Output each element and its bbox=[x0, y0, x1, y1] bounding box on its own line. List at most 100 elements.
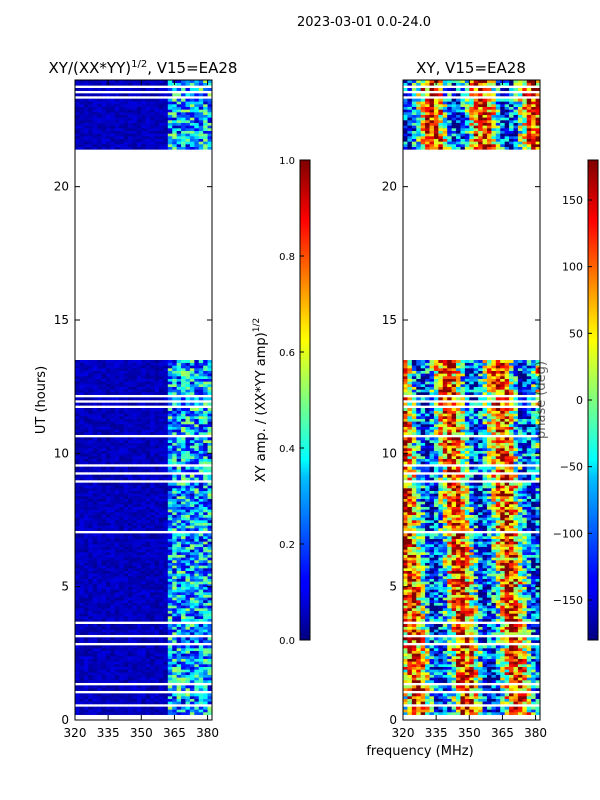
amplitude-cell bbox=[119, 384, 125, 387]
amplitude-cell bbox=[88, 658, 94, 662]
amplitude-x-tick-label: 365 bbox=[163, 726, 186, 740]
amplitude-cell bbox=[141, 709, 147, 713]
amplitude-cell bbox=[83, 680, 89, 683]
amplitude-cell bbox=[150, 144, 155, 147]
amplitude-cell bbox=[132, 368, 138, 371]
amplitude-cell bbox=[145, 581, 151, 585]
amplitude-cell bbox=[207, 413, 212, 417]
amplitude-cell bbox=[150, 525, 155, 529]
amplitude-cell bbox=[172, 528, 178, 531]
amplitude-cell bbox=[110, 448, 116, 451]
amplitude-cell bbox=[132, 504, 138, 507]
phase-cell bbox=[517, 680, 523, 683]
amplitude-cell bbox=[150, 536, 155, 539]
amplitude-cell bbox=[75, 133, 80, 137]
amplitude-cell bbox=[207, 613, 212, 617]
amplitude-cell bbox=[189, 93, 195, 97]
amplitude-cell bbox=[88, 493, 94, 497]
amplitude-cell bbox=[141, 706, 147, 710]
amplitude-cell bbox=[203, 88, 208, 91]
amplitude-cell bbox=[79, 381, 85, 385]
amplitude-cell bbox=[176, 485, 182, 489]
amplitude-cell bbox=[83, 610, 89, 614]
amplitude-cell bbox=[176, 424, 182, 427]
amplitude-cell bbox=[83, 125, 89, 129]
amplitude-cell bbox=[207, 461, 212, 465]
amplitude-cell bbox=[172, 517, 178, 521]
amplitude-cell bbox=[128, 442, 133, 446]
amplitude-cell bbox=[189, 624, 195, 627]
amplitude-cell bbox=[172, 552, 178, 555]
amplitude-cell bbox=[158, 645, 164, 649]
amplitude-cell bbox=[128, 570, 133, 574]
amplitude-cell bbox=[189, 698, 195, 702]
amplitude-cell bbox=[150, 586, 155, 590]
phase-cell bbox=[403, 666, 408, 670]
amplitude-cell bbox=[105, 133, 111, 137]
amplitude-cell bbox=[163, 82, 169, 86]
amplitude-cell bbox=[158, 653, 164, 657]
amplitude-cell bbox=[79, 632, 85, 635]
amplitude-cell bbox=[150, 581, 155, 585]
amplitude-cell bbox=[207, 442, 212, 446]
amplitude-cell bbox=[97, 376, 102, 379]
phase-cell bbox=[416, 664, 422, 667]
amplitude-cell bbox=[203, 594, 208, 598]
amplitude-cell bbox=[207, 109, 212, 113]
amplitude-cell bbox=[123, 616, 129, 619]
amplitude-cell bbox=[88, 512, 94, 515]
amplitude-cell bbox=[176, 581, 182, 585]
amplitude-cell bbox=[132, 466, 138, 470]
amplitude-cell bbox=[154, 109, 160, 113]
amplitude-cell bbox=[181, 496, 186, 499]
amplitude-cell bbox=[167, 701, 173, 705]
amplitude-cell bbox=[119, 458, 125, 462]
amplitude-cell bbox=[167, 517, 173, 521]
amplitude-cell bbox=[172, 557, 178, 561]
amplitude-cell bbox=[79, 485, 85, 489]
amplitude-cell bbox=[198, 368, 204, 371]
amplitude-cell bbox=[189, 541, 195, 545]
amplitude-cell bbox=[88, 592, 94, 595]
amplitude-cell bbox=[194, 549, 200, 553]
amplitude-cell bbox=[75, 450, 80, 454]
amplitude-cell bbox=[101, 509, 107, 513]
amplitude-cell bbox=[101, 426, 107, 430]
phase-cell bbox=[535, 698, 540, 702]
amplitude-cell bbox=[198, 392, 204, 395]
amplitude-cell bbox=[167, 536, 173, 539]
amplitude-cell bbox=[83, 370, 89, 374]
amplitude-cell bbox=[92, 360, 98, 363]
amplitude-cell bbox=[105, 594, 111, 598]
phase-cell bbox=[513, 693, 519, 697]
amplitude-cell bbox=[97, 546, 102, 550]
amplitude-cell bbox=[114, 626, 120, 630]
amplitude-cell bbox=[189, 376, 195, 379]
amplitude-cell bbox=[158, 658, 164, 662]
amplitude-cell bbox=[154, 544, 160, 547]
amplitude-cell bbox=[101, 613, 107, 617]
amplitude-cell bbox=[145, 712, 151, 715]
amplitude-cell bbox=[198, 448, 204, 451]
amplitude-cell bbox=[207, 466, 212, 470]
amplitude-cell bbox=[167, 429, 173, 433]
amplitude-cell bbox=[110, 629, 116, 633]
amplitude-cell bbox=[145, 696, 151, 699]
amplitude-cell bbox=[132, 122, 138, 126]
amplitude-cell bbox=[79, 624, 85, 627]
amplitude-cell bbox=[136, 498, 142, 502]
amplitude-cell bbox=[150, 506, 155, 510]
amplitude-cell bbox=[163, 440, 169, 443]
amplitude-cell bbox=[132, 658, 138, 662]
amplitude-cell bbox=[128, 586, 133, 590]
amplitude-cell bbox=[141, 538, 147, 542]
amplitude-cell bbox=[92, 456, 98, 459]
phase-cell bbox=[478, 698, 483, 702]
phase-cell bbox=[447, 661, 453, 665]
amplitude-cell bbox=[88, 565, 94, 569]
amplitude-cell bbox=[207, 130, 212, 134]
amplitude-cell bbox=[150, 496, 155, 499]
amplitude-cell bbox=[123, 565, 129, 569]
amplitude-cell bbox=[132, 370, 138, 374]
phase-cell bbox=[442, 677, 448, 681]
